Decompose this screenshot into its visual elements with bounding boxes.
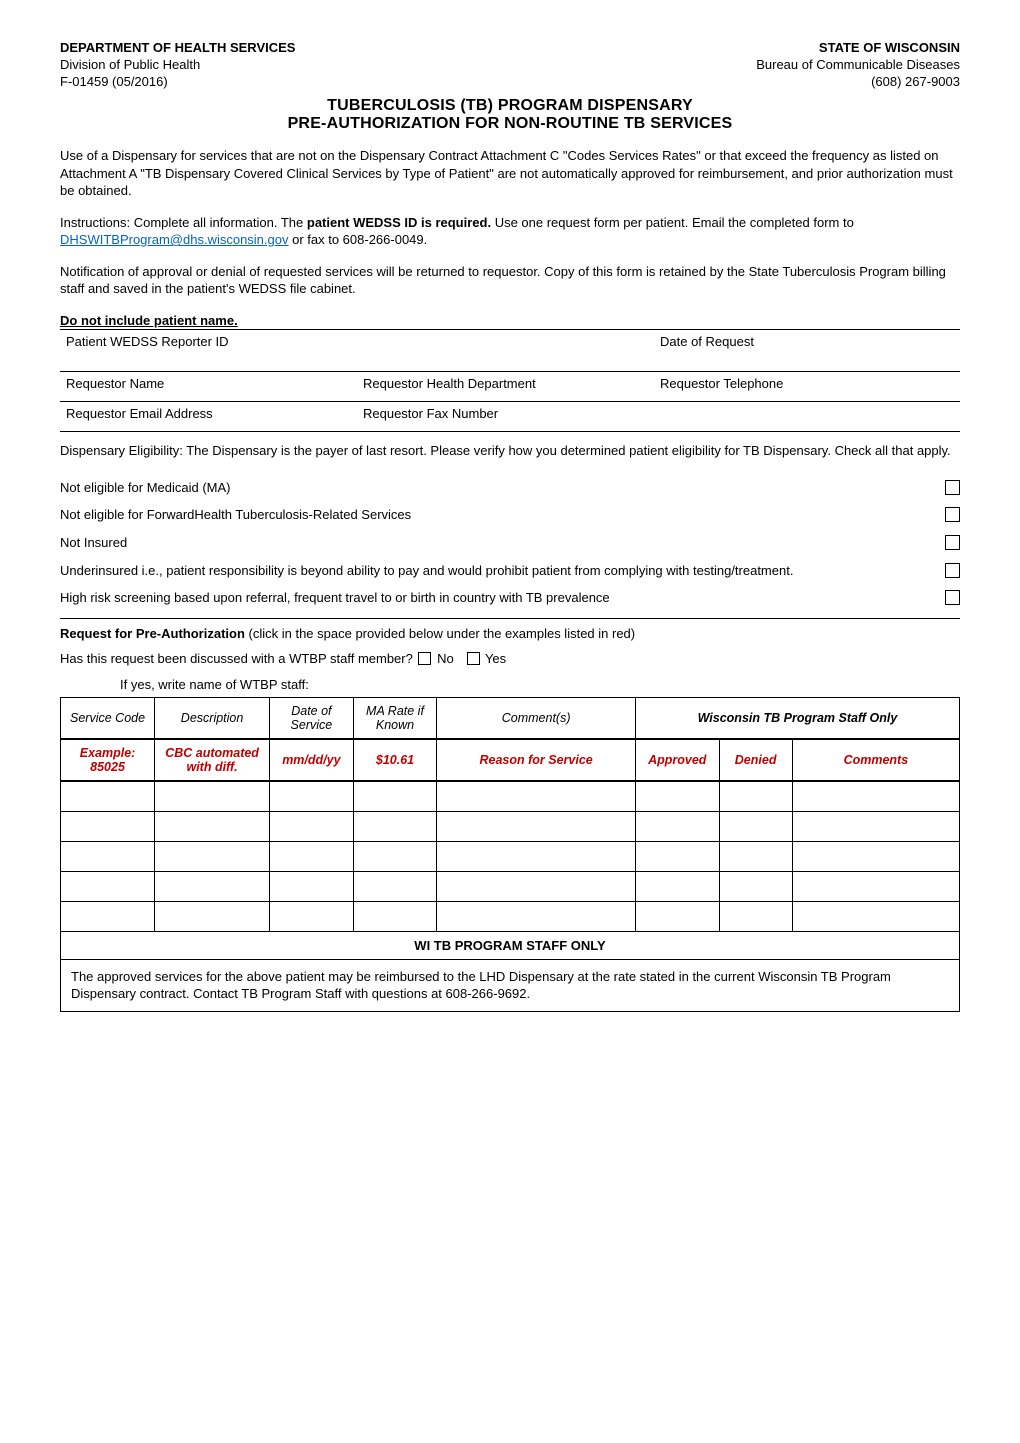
discussed-line: Has this request been discussed with a W…: [60, 650, 960, 668]
table-row: [61, 901, 960, 931]
division-name: Division of Public Health: [60, 57, 200, 72]
field-requestor-email[interactable]: Requestor Email Address: [60, 402, 357, 432]
intro-p2: Instructions: Complete all information. …: [60, 214, 960, 249]
label-requestor-name: Requestor Name: [66, 376, 164, 391]
label-requestor-fax: Requestor Fax Number: [363, 406, 498, 421]
th-staff-group: Wisconsin TB Program Staff Only: [635, 698, 959, 740]
preauth-heading-bold: Request for Pre-Authorization: [60, 626, 245, 641]
table-row: [61, 841, 960, 871]
intro-p2-bold: patient WEDSS ID is required.: [307, 215, 491, 230]
label-date-request: Date of Request: [660, 334, 754, 349]
table-row: [61, 871, 960, 901]
header-row-1: DEPARTMENT OF HEALTH SERVICES STATE OF W…: [60, 40, 960, 55]
intro-p3: Notification of approval or denial of re…: [60, 263, 960, 298]
eligibility-row-3: Underinsured i.e., patient responsibilit…: [60, 557, 960, 585]
discussed-yes-label: Yes: [485, 651, 506, 666]
ex-rate: $10.61: [353, 739, 437, 781]
ex-desc: CBC automated with diff.: [155, 739, 270, 781]
field-requestor-dept[interactable]: Requestor Health Department: [357, 372, 654, 402]
footer-note: The approved services for the above pati…: [60, 960, 960, 1012]
eligibility-label-4: High risk screening based upon referral,…: [60, 589, 945, 607]
intro-p2-b: Use one request form per patient. Email …: [491, 215, 854, 230]
state-name: STATE OF WISCONSIN: [819, 40, 960, 55]
field-blank: [654, 402, 960, 432]
table-row: [61, 781, 960, 811]
ex-denied: Denied: [719, 739, 792, 781]
eligibility-intro: Dispensary Eligibility: The Dispensary i…: [60, 442, 960, 460]
header-row-2: Division of Public Health Bureau of Comm…: [60, 57, 960, 72]
request-table: Service Code Description Date of Service…: [60, 697, 960, 932]
ex-comments: Comments: [792, 739, 959, 781]
th-date-service: Date of Service: [270, 698, 354, 740]
eligibility-label-2: Not Insured: [60, 534, 945, 552]
dept-name: DEPARTMENT OF HEALTH SERVICES: [60, 40, 295, 55]
eligibility-row-1: Not eligible for ForwardHealth Tuberculo…: [60, 501, 960, 529]
label-requestor-email: Requestor Email Address: [66, 406, 213, 421]
ex-code: Example: 85025: [61, 739, 155, 781]
eligibility-checkbox-4[interactable]: [945, 590, 960, 605]
discussed-label: Has this request been discussed with a W…: [60, 651, 416, 666]
eligibility-label-0: Not eligible for Medicaid (MA): [60, 479, 945, 497]
discussed-no-checkbox[interactable]: [418, 652, 431, 665]
th-description: Description: [155, 698, 270, 740]
label-requestor-phone: Requestor Telephone: [660, 376, 783, 391]
ex-approved: Approved: [635, 739, 719, 781]
discussed-no-label: No: [437, 651, 454, 666]
ifyes-label: If yes, write name of WTBP staff:: [60, 676, 960, 694]
eligibility-checkbox-0[interactable]: [945, 480, 960, 495]
eligibility-label-3: Underinsured i.e., patient responsibilit…: [60, 562, 945, 580]
th-ma-rate: MA Rate if Known: [353, 698, 437, 740]
field-requestor-phone[interactable]: Requestor Telephone: [654, 372, 960, 402]
header-phone: (608) 267-9003: [871, 74, 960, 89]
th-comments: Comment(s): [437, 698, 636, 740]
eligibility-checkbox-2[interactable]: [945, 535, 960, 550]
discussed-yes-checkbox[interactable]: [467, 652, 480, 665]
field-date-request[interactable]: Date of Request: [654, 330, 960, 372]
intro-p2-a: Instructions: Complete all information. …: [60, 215, 307, 230]
header-row-3: F-01459 (05/2016) (608) 267-9003: [60, 74, 960, 89]
preauth-heading: Request for Pre-Authorization (click in …: [60, 625, 960, 643]
title-line-1: TUBERCULOSIS (TB) PROGRAM DISPENSARY: [60, 97, 960, 115]
label-wedss-id: Patient WEDSS Reporter ID: [66, 334, 229, 349]
field-requestor-fax[interactable]: Requestor Fax Number: [357, 402, 654, 432]
th-service-code: Service Code: [61, 698, 155, 740]
eligibility-row-2: Not Insured: [60, 529, 960, 557]
intro-p2-c: or fax to 608-266-0049.: [288, 232, 427, 247]
field-requestor-name[interactable]: Requestor Name: [60, 372, 357, 402]
label-requestor-dept: Requestor Health Department: [363, 376, 536, 391]
intro-p1: Use of a Dispensary for services that ar…: [60, 147, 960, 200]
warn-no-name: Do not include patient name.: [60, 312, 960, 330]
requestor-info-table: Patient WEDSS Reporter ID Date of Reques…: [60, 329, 960, 432]
eligibility-checkbox-3[interactable]: [945, 563, 960, 578]
table-row: [61, 811, 960, 841]
eligibility-row-4: High risk screening based upon referral,…: [60, 584, 960, 612]
bureau-name: Bureau of Communicable Diseases: [756, 57, 960, 72]
title-block: TUBERCULOSIS (TB) PROGRAM DISPENSARY PRE…: [60, 97, 960, 133]
eligibility-row-0: Not eligible for Medicaid (MA): [60, 474, 960, 502]
eligibility-label-1: Not eligible for ForwardHealth Tuberculo…: [60, 506, 945, 524]
ex-comment: Reason for Service: [437, 739, 636, 781]
section-separator: [60, 618, 960, 619]
field-wedss-id[interactable]: Patient WEDSS Reporter ID: [60, 330, 654, 372]
table-header-row-1: Service Code Description Date of Service…: [61, 698, 960, 740]
email-link[interactable]: DHSWITBProgram@dhs.wisconsin.gov: [60, 232, 288, 247]
staff-only-heading: WI TB PROGRAM STAFF ONLY: [60, 932, 960, 960]
form-number: F-01459 (05/2016): [60, 74, 168, 89]
preauth-heading-rest: (click in the space provided below under…: [245, 626, 635, 641]
title-line-2: PRE-AUTHORIZATION FOR NON-ROUTINE TB SER…: [60, 115, 960, 133]
ex-date: mm/dd/yy: [270, 739, 354, 781]
eligibility-checkbox-1[interactable]: [945, 507, 960, 522]
table-example-row: Example: 85025 CBC automated with diff. …: [61, 739, 960, 781]
